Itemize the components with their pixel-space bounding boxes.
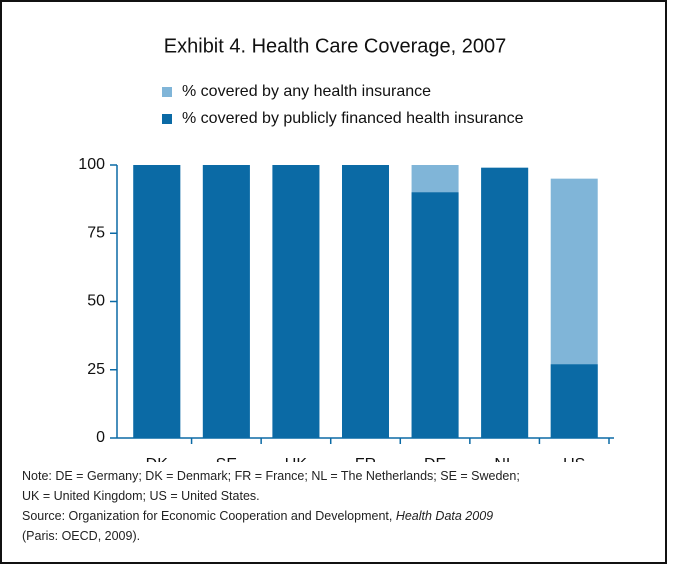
y-tick-label: 50: [87, 293, 105, 310]
bar: [411, 192, 459, 438]
chart: Exhibit 4. Health Care Coverage, 2007 % …: [78, 35, 614, 462]
bar: [272, 165, 320, 438]
y-tick-label: 100: [78, 156, 105, 173]
x-tick-label: DE: [424, 456, 446, 462]
bar: [342, 165, 389, 438]
note: UK = United Kingdom; US = United States.: [22, 489, 260, 503]
bar: [133, 165, 181, 438]
x-tick-label: SE: [216, 456, 237, 462]
source-text: Source: Organization for Economic Cooper…: [22, 509, 396, 523]
note: Note: DE = Germany; DK = Denmark; FR = F…: [22, 469, 520, 483]
bar: [202, 165, 250, 438]
x-tick-label: US: [563, 456, 585, 462]
x-tick-label: FR: [355, 456, 376, 462]
x-tick-label: NL: [494, 456, 515, 462]
y-tick-label: 25: [87, 361, 105, 378]
legend-swatch: [162, 114, 172, 124]
y-tick-label: 75: [87, 224, 105, 241]
x-tick-label: UK: [285, 456, 308, 462]
legend-swatch: [162, 87, 172, 97]
y-tick-label: 0: [96, 429, 105, 446]
legend-label: % covered by publicly financed health in…: [182, 110, 524, 127]
source-title: Health Data 2009: [395, 509, 494, 523]
legend-label: % covered by any health insurance: [182, 83, 431, 100]
source: (Paris: OECD, 2009).: [22, 529, 141, 543]
source: Source: Organization for Economic Cooper…: [22, 509, 493, 523]
chart-title: Exhibit 4. Health Care Coverage, 2007: [164, 35, 506, 57]
bar: [550, 364, 598, 438]
bar: [481, 167, 529, 439]
x-tick-label: DK: [146, 456, 169, 462]
